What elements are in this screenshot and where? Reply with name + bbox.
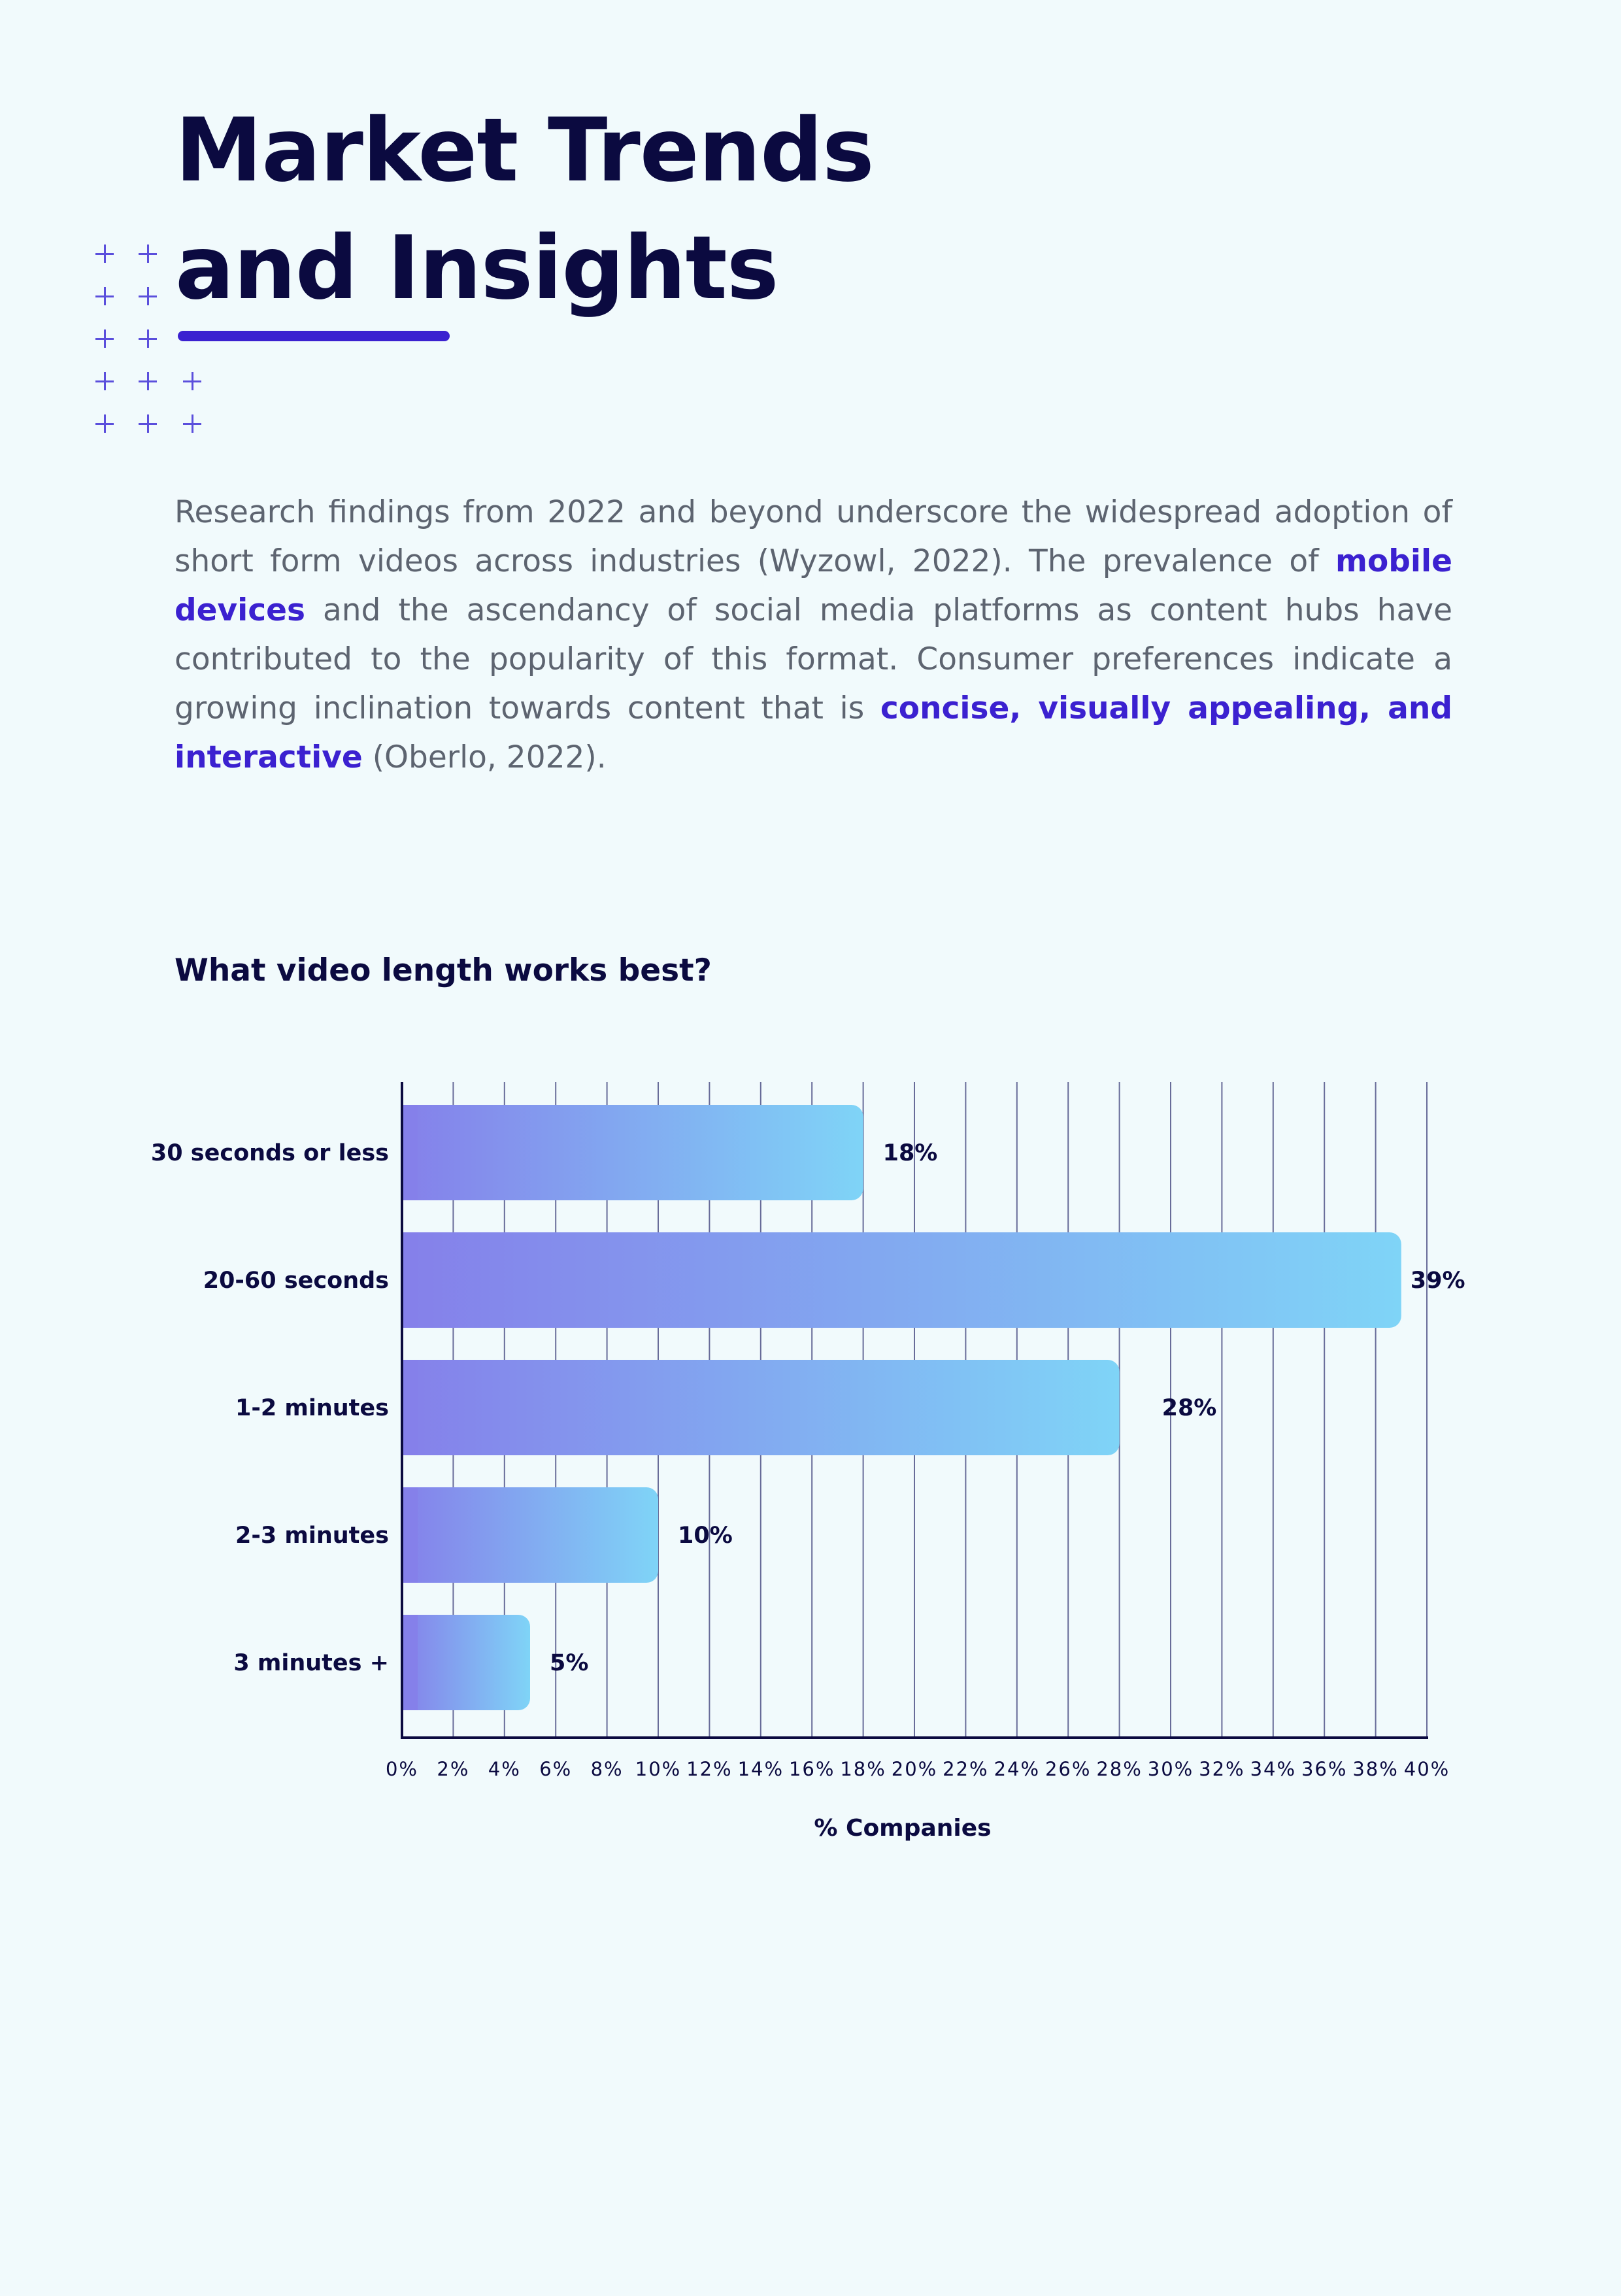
category-label: 30 seconds or less: [151, 1140, 389, 1166]
plus-icon: [183, 414, 201, 433]
chart-labels: 0% 2% 4% 6% 8% 10% 12% 14% 16% 18% 20% 22% 24% 26% 28%…: [151, 1140, 1465, 1842]
data-label: 18%: [883, 1140, 938, 1166]
plus-icon: [139, 414, 157, 433]
data-label: 39%: [1411, 1268, 1465, 1294]
x-axis-title: % Companies: [814, 1815, 991, 1842]
x-tick-label: 10%: [635, 1758, 681, 1780]
data-label: 10%: [678, 1523, 733, 1549]
x-tick-label: 0%: [386, 1758, 418, 1780]
bar: [402, 1487, 658, 1583]
x-tick-label: 22%: [943, 1758, 988, 1780]
x-tick-label: 24%: [994, 1758, 1040, 1780]
x-tick-label: 38%: [1352, 1758, 1398, 1780]
x-tick-label: 26%: [1045, 1758, 1091, 1780]
plus-icon: [95, 372, 114, 390]
category-label: 20-60 seconds: [203, 1268, 389, 1294]
plus-icon: [95, 245, 114, 263]
plus-icon: [95, 329, 114, 348]
title-line-2: and Insights: [175, 217, 778, 319]
x-tick-label: 34%: [1250, 1758, 1296, 1780]
plus-icon: [139, 372, 157, 390]
x-tick-label: 20%: [892, 1758, 937, 1780]
plus-icon: [139, 245, 157, 263]
bar: [402, 1105, 863, 1200]
x-tick-label: 12%: [686, 1758, 732, 1780]
category-label: 3 minutes +: [233, 1650, 389, 1676]
bar: [402, 1360, 1120, 1455]
plus-pattern-decoration: [92, 235, 209, 445]
bar-left-edge: [402, 1487, 418, 1583]
x-tick-label: 28%: [1096, 1758, 1142, 1780]
bar-left-edge: [402, 1615, 418, 1710]
title-underline: [178, 331, 450, 341]
data-label: 28%: [1162, 1395, 1217, 1421]
x-tick-label: 30%: [1148, 1758, 1194, 1780]
intro-highlight-mobile-devices: mobile devices: [175, 543, 1452, 628]
category-label: 1-2 minutes: [235, 1395, 389, 1421]
intro-highlight-concise: concise, visually appealing, and interac…: [175, 690, 1452, 775]
x-tick-label: 6%: [539, 1758, 572, 1780]
x-tick-label: 14%: [738, 1758, 784, 1780]
page-title: Market Trends and Insights: [175, 92, 875, 327]
x-tick-label: 16%: [789, 1758, 835, 1780]
intro-text-3: (Oberlo, 2022).: [362, 739, 607, 775]
bars: [402, 1105, 1401, 1710]
bar: [402, 1615, 530, 1710]
plus-icon: [139, 329, 157, 348]
axes: [401, 1082, 1428, 1739]
intro-paragraph: Research findings from 2022 and beyond u…: [175, 488, 1452, 782]
data-label: 5%: [550, 1650, 588, 1676]
chart-title: What video length works best?: [175, 953, 712, 988]
x-tick-label: 40%: [1404, 1758, 1450, 1780]
bar-left-edge: [402, 1105, 418, 1200]
x-tick-label: 32%: [1199, 1758, 1245, 1780]
category-label: 2-3 minutes: [235, 1523, 389, 1549]
bar-left-edge: [402, 1232, 418, 1328]
bar: [402, 1232, 1401, 1328]
bar-left-edge: [402, 1360, 418, 1455]
plus-icon: [95, 414, 114, 433]
plus-icon: [183, 372, 201, 390]
plus-icon: [139, 287, 157, 305]
intro-text-2: and the ascendancy of social media platf…: [175, 592, 1452, 726]
intro-text-1: Research findings from 2022 and beyond u…: [175, 494, 1452, 579]
x-tick-label: 2%: [437, 1758, 469, 1780]
x-tick-label: 4%: [488, 1758, 521, 1780]
title-line-1: Market Trends: [175, 99, 875, 201]
x-tick-label: 8%: [591, 1758, 624, 1780]
x-tick-label: 36%: [1301, 1758, 1347, 1780]
x-tick-label: 18%: [840, 1758, 886, 1780]
plus-icon: [95, 287, 114, 305]
